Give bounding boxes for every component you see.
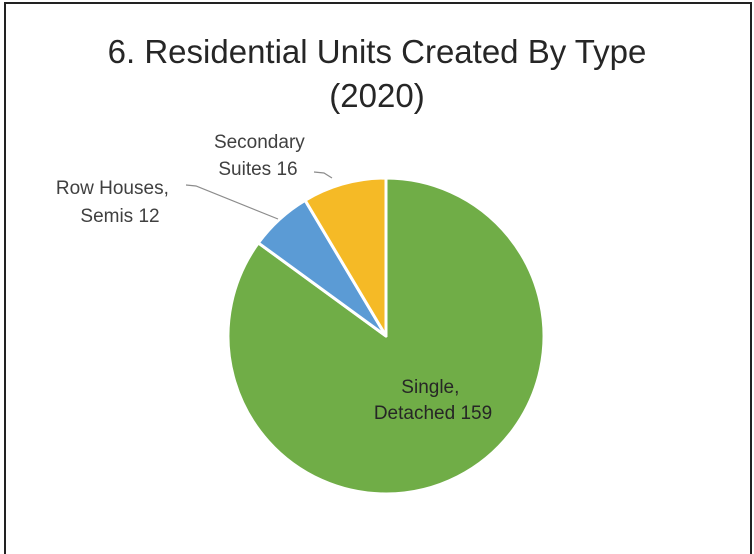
slice-label-row-houses-line-2: Semis 12 <box>80 206 159 227</box>
chart-title-line-2: (2020) <box>329 77 425 114</box>
slice-label-row-houses: Row Houses, Semis 12 <box>56 178 174 227</box>
chart-title: 6. Residential Units Created By Type (20… <box>0 30 754 118</box>
leader-line-secondary-suites <box>313 171 333 179</box>
slice-label-secondary-suites-line-1: Secondary <box>214 132 305 153</box>
slice-label-row-houses-line-1: Row Houses, <box>56 178 169 199</box>
slice-label-single: Single, Detached 159 <box>374 377 492 424</box>
slice-label-single-line-1: Single, <box>401 377 459 398</box>
leader-lines <box>185 171 333 220</box>
pie-slice-secondary-suites <box>303 176 388 338</box>
pie-slices <box>226 176 546 496</box>
slice-label-secondary-suites: Secondary Suites 16 <box>214 132 310 180</box>
chart-title-line-1: 6. Residential Units Created By Type <box>107 33 647 70</box>
slice-label-single-line-2: Detached 159 <box>374 403 492 424</box>
leader-line-row-houses <box>185 184 279 220</box>
slice-label-secondary-suites-line-2: Suites 16 <box>218 159 297 180</box>
